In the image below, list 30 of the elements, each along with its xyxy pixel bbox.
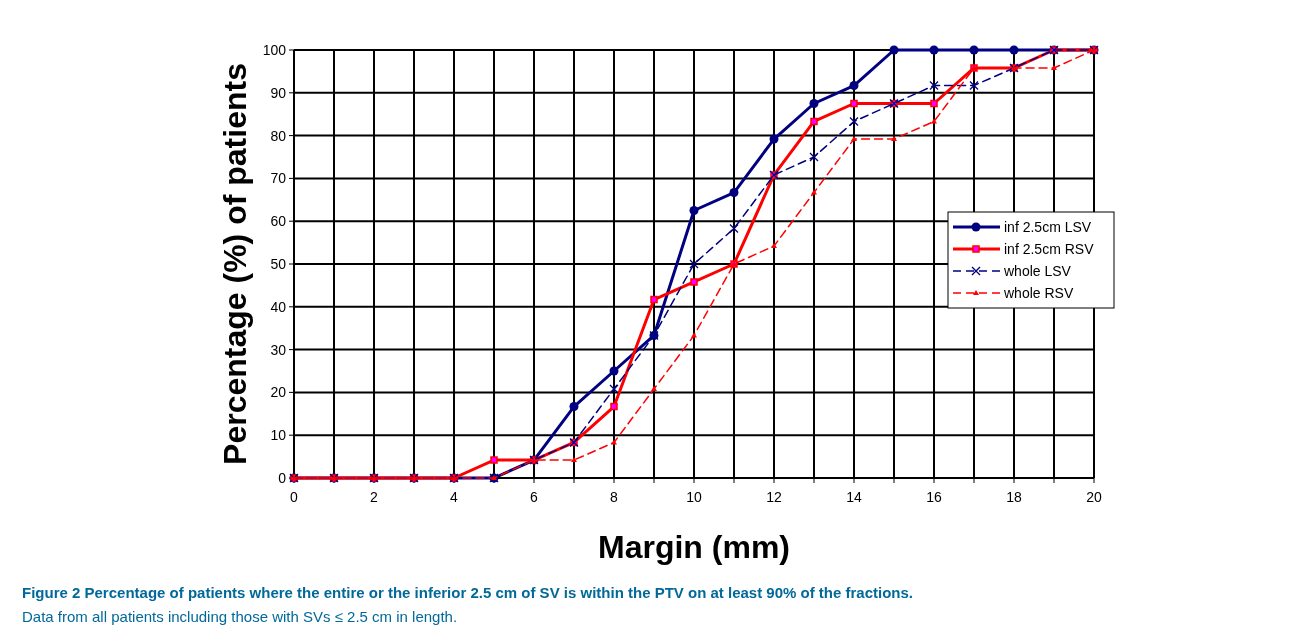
x-tick-label: 2 <box>370 489 379 505</box>
y-tick-label: 0 <box>278 470 287 486</box>
x-tick-label: 12 <box>766 489 782 505</box>
y-tick-label: 60 <box>270 213 287 230</box>
x-tick-label: 16 <box>926 489 942 505</box>
y-tick-label: 70 <box>270 170 287 187</box>
x-tick-label: 14 <box>846 489 862 505</box>
y-tick-label: 20 <box>270 384 287 401</box>
text: Figure 2 Percentage of patients where the entire or the inferior 2.5 cm of SV is within the PTV on at least 90% of the fractions. <box>22 584 914 601</box>
y-tick-label: 40 <box>270 298 287 315</box>
x-tick-label: 20 <box>1086 489 1102 505</box>
y-tick-label: 80 <box>270 127 287 144</box>
x-tick-label: 6 <box>530 489 539 505</box>
y-axis-title: Percentage (%) of patients <box>217 63 253 465</box>
y-tick-label: 100 <box>262 42 287 58</box>
y-tick-label: 30 <box>270 341 287 358</box>
legend-label: whole LSV <box>1003 263 1072 279</box>
legend-label: inf 2.5cm RSV <box>1004 241 1095 257</box>
y-tick-label: 50 <box>270 256 287 272</box>
text: Data from all patients including those with SVs ≤ 2.5 cm in length. <box>22 608 458 625</box>
x-tick-label: 8 <box>610 489 619 505</box>
x-tick-label: 18 <box>1006 489 1022 505</box>
x-axis-title: Margin (mm) <box>598 529 790 565</box>
x-tick-label: 10 <box>686 489 702 505</box>
x-tick-label: 4 <box>450 489 459 505</box>
legend-label: inf 2.5cm LSV <box>1004 219 1092 235</box>
y-tick-label: 10 <box>270 427 287 444</box>
x-tick-label: 0 <box>290 489 299 505</box>
y-tick-label: 90 <box>270 84 287 101</box>
legend-label: whole RSV <box>1003 285 1074 301</box>
